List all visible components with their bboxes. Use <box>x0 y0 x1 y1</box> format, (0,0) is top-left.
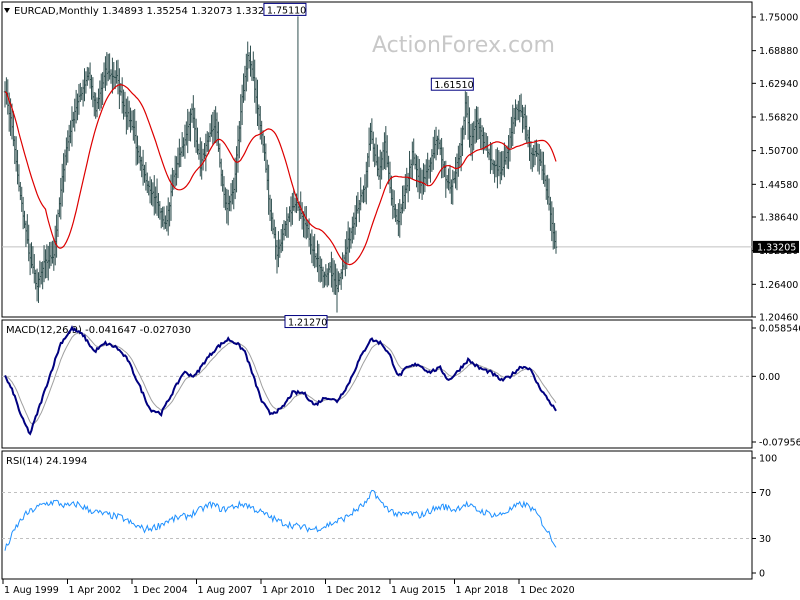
macd-line <box>4 325 557 436</box>
chart-symbol: EURCAD,Monthly <box>14 6 99 17</box>
rsi-y-axis: 100 70 30 0 <box>752 454 777 580</box>
annotation-box <box>284 315 328 329</box>
x-tick-label: 1 Apr 2002 <box>69 585 122 596</box>
price-y-tick-label: 1.75000 <box>759 13 798 24</box>
rsi-panel <box>1 450 753 580</box>
moving-average-line <box>4 84 557 266</box>
macd-panel <box>1 319 753 449</box>
x-tick-label: 1 Apr 2018 <box>456 585 509 596</box>
rsi-y-tick-label: 30 <box>759 534 771 545</box>
x-tick-label: 1 Dec 2020 <box>520 585 575 596</box>
price-y-tick-label: 1.68880 <box>759 46 798 57</box>
macd-y-tick-label: 0.00 <box>759 372 780 383</box>
annotation-label: 1.21270 <box>288 318 327 329</box>
annotation-box <box>430 77 474 91</box>
x-tick-label: 1 Aug 2015 <box>391 585 446 596</box>
macd-signal-line <box>4 332 557 425</box>
rsi-y-tick-label: 0 <box>759 569 765 580</box>
last-price-label: 1.33205 <box>757 242 796 253</box>
price-bars <box>3 16 558 313</box>
price-annotations: 1.33205 1.75110 1.61510 1.21270 <box>263 2 799 329</box>
macd-y-axis: 0.058546 0.00 -0.079564 <box>752 324 800 449</box>
x-tick-label: 1 Dec 2004 <box>133 585 188 596</box>
rsi-grid <box>2 492 752 539</box>
price-y-tick-label: 1.44580 <box>759 180 798 191</box>
last-price-tag <box>753 240 799 253</box>
rsi-title: RSI(14) 24.1994 <box>6 456 87 467</box>
price-y-axis: 1.75000 1.68880 1.62940 1.56820 1.50700 1.445… <box>752 13 798 324</box>
annotation-box <box>263 2 307 16</box>
x-tick-label: 1 Aug 2007 <box>198 585 253 596</box>
rsi-line <box>4 489 557 551</box>
price-y-tick-label: 1.26400 <box>759 280 798 291</box>
price-panel <box>1 1 753 318</box>
price-y-tick-label: 1.50700 <box>759 146 798 157</box>
x-tick-label: 1 Aug 1999 <box>4 585 59 596</box>
rsi-y-tick-label: 100 <box>759 454 777 465</box>
macd-y-tick-label: 0.058546 <box>759 324 800 335</box>
x-axis: 1 Aug 1999 1 Apr 2002 1 Dec 2004 1 Aug 2007… <box>2 579 575 596</box>
annotation-label: 1.75110 <box>267 5 306 16</box>
price-y-tick-label: 1.38640 <box>759 213 798 224</box>
watermark: ActionForex.com <box>372 33 555 58</box>
price-y-tick-label: 1.56820 <box>759 113 798 124</box>
x-tick-label: 1 Dec 2012 <box>327 585 382 596</box>
annotation-label: 1.61510 <box>434 80 473 91</box>
price-y-tick-label: 1.62940 <box>759 79 798 90</box>
macd-y-tick-label: -0.079564 <box>759 438 800 449</box>
chevron-down-icon[interactable] <box>4 8 10 13</box>
price-y-tick-label: 1.20460 <box>759 313 798 324</box>
x-tick-label: 1 Apr 2010 <box>262 585 315 596</box>
rsi-y-tick-label: 70 <box>759 488 771 499</box>
macd-title: MACD(12,26,9) -0.041647 -0.027030 <box>6 325 191 336</box>
chart-ohlc: 1.34893 1.35254 1.32073 1.33205 <box>102 6 277 17</box>
